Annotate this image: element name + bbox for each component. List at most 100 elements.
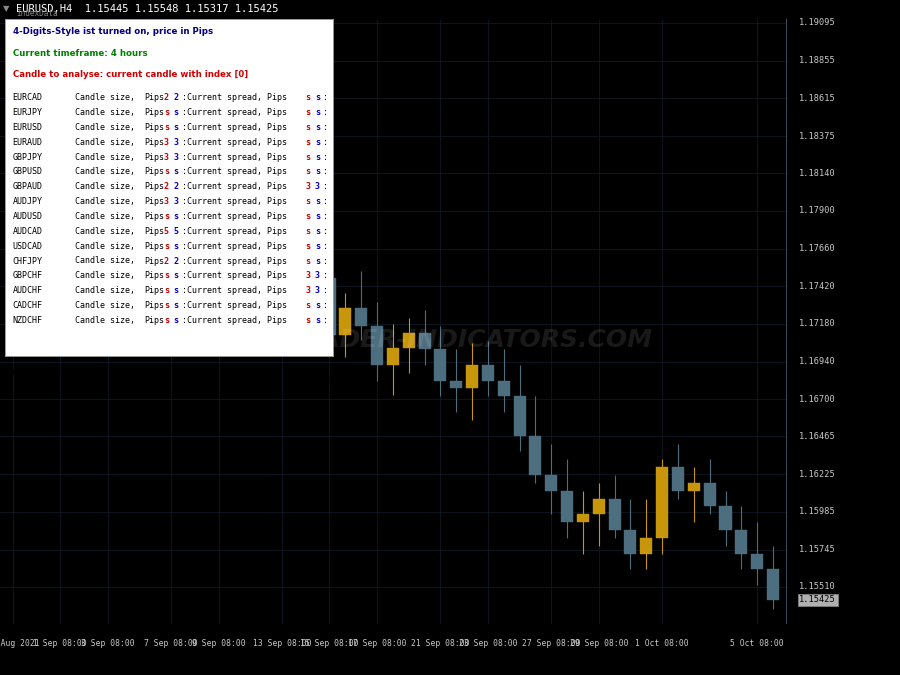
Text: 1.15510: 1.15510 — [799, 582, 836, 591]
Bar — [276, 261, 288, 286]
Text: 21 Sep 08:00: 21 Sep 08:00 — [411, 639, 470, 647]
Text: Current spread, Pips: Current spread, Pips — [187, 256, 287, 265]
Text: :: : — [323, 271, 328, 280]
Text: 1.16225: 1.16225 — [799, 470, 836, 479]
Bar — [339, 308, 351, 335]
Text: s: s — [315, 123, 320, 132]
Text: Candle size,: Candle size, — [75, 301, 135, 310]
Text: EURCAD: EURCAD — [13, 93, 42, 102]
Text: s: s — [164, 271, 169, 280]
Text: EURJPY: EURJPY — [13, 108, 42, 117]
Text: 3: 3 — [174, 153, 179, 161]
Text: 1 Sep 08:00: 1 Sep 08:00 — [33, 639, 87, 647]
Bar — [514, 396, 526, 435]
Text: Candle size,: Candle size, — [75, 108, 135, 117]
Text: :: : — [323, 167, 328, 176]
Bar — [54, 187, 67, 215]
Text: 15 Sep 08:00: 15 Sep 08:00 — [301, 639, 359, 647]
Text: Pips: Pips — [144, 123, 164, 132]
Bar — [593, 499, 605, 514]
Text: s: s — [305, 256, 310, 265]
Text: AUDJPY: AUDJPY — [13, 197, 42, 206]
Text: s: s — [174, 316, 179, 325]
Text: Candle size,: Candle size, — [75, 138, 135, 146]
Text: s: s — [315, 93, 320, 102]
Text: 3: 3 — [305, 286, 310, 295]
Text: Pips: Pips — [144, 108, 164, 117]
Text: 13 Sep 08:00: 13 Sep 08:00 — [253, 639, 311, 647]
Text: s: s — [315, 212, 320, 221]
Text: s: s — [305, 212, 310, 221]
Bar — [356, 308, 367, 325]
Text: GBPCHF: GBPCHF — [13, 271, 42, 280]
Bar — [323, 278, 336, 335]
Text: Pips: Pips — [144, 153, 164, 161]
Text: s: s — [174, 286, 179, 295]
Text: 2: 2 — [164, 93, 169, 102]
Text: Pips: Pips — [144, 256, 164, 265]
Bar — [466, 365, 478, 389]
Text: 2: 2 — [164, 256, 169, 265]
Text: s: s — [305, 316, 310, 325]
Text: USDCAD: USDCAD — [13, 242, 42, 250]
Text: s: s — [164, 123, 169, 132]
Text: s: s — [305, 123, 310, 132]
Text: :: : — [323, 316, 328, 325]
Text: EURUSD: EURUSD — [13, 123, 42, 132]
Text: Current spread, Pips: Current spread, Pips — [187, 316, 287, 325]
Text: 5 Oct 08:00: 5 Oct 08:00 — [731, 639, 784, 647]
Bar — [735, 530, 747, 554]
Text: Pips: Pips — [144, 167, 164, 176]
Text: Current spread, Pips: Current spread, Pips — [187, 212, 287, 221]
Text: :: : — [182, 93, 187, 102]
Text: 23 Sep 08:00: 23 Sep 08:00 — [459, 639, 518, 647]
Text: :: : — [323, 227, 328, 236]
Text: s: s — [164, 242, 169, 250]
Text: Current spread, Pips: Current spread, Pips — [187, 123, 287, 132]
Text: s: s — [315, 153, 320, 161]
Bar — [752, 554, 763, 569]
Text: :: : — [323, 108, 328, 117]
Text: Current spread, Pips: Current spread, Pips — [187, 93, 287, 102]
Bar — [402, 333, 415, 348]
Text: Pips: Pips — [144, 182, 164, 191]
Text: :: : — [182, 108, 187, 117]
Text: s: s — [315, 138, 320, 146]
Text: EURUSD,H4  1.15445 1.15548 1.15317 1.15425: EURUSD,H4 1.15445 1.15548 1.15317 1.1542… — [16, 3, 279, 14]
Text: :: : — [323, 256, 328, 265]
Bar — [371, 325, 383, 365]
Text: BEST-METATRADER-INDICATORS.COM: BEST-METATRADER-INDICATORS.COM — [133, 328, 652, 352]
Bar — [165, 214, 177, 239]
Bar — [640, 538, 652, 554]
Text: s: s — [315, 108, 320, 117]
Text: s: s — [315, 301, 320, 310]
Text: 1.16465: 1.16465 — [799, 432, 836, 441]
Text: Current spread, Pips: Current spread, Pips — [187, 286, 287, 295]
Text: s: s — [164, 286, 169, 295]
Text: :: : — [323, 197, 328, 206]
Bar — [704, 483, 716, 506]
Text: Current spread, Pips: Current spread, Pips — [187, 271, 287, 280]
Text: s: s — [174, 212, 179, 221]
Text: s: s — [174, 123, 179, 132]
Text: Pips: Pips — [144, 271, 164, 280]
Text: Pips: Pips — [144, 212, 164, 221]
Text: :: : — [182, 256, 187, 265]
Text: Candle size,: Candle size, — [75, 153, 135, 161]
Text: :: : — [182, 138, 187, 146]
Bar — [244, 264, 256, 280]
Text: s: s — [164, 316, 169, 325]
Text: 3: 3 — [174, 138, 179, 146]
Text: 30 Aug 2021: 30 Aug 2021 — [0, 639, 40, 647]
Text: :: : — [323, 286, 328, 295]
Bar — [767, 569, 779, 600]
Text: s: s — [164, 108, 169, 117]
Text: NZDCHF: NZDCHF — [13, 316, 42, 325]
Text: :: : — [323, 212, 328, 221]
Text: 1.16940: 1.16940 — [799, 357, 836, 367]
Text: 1.17900: 1.17900 — [799, 207, 836, 215]
Bar — [292, 286, 304, 304]
Text: GBPJPY: GBPJPY — [13, 153, 42, 161]
Text: 5: 5 — [174, 227, 179, 236]
Bar — [133, 195, 146, 208]
